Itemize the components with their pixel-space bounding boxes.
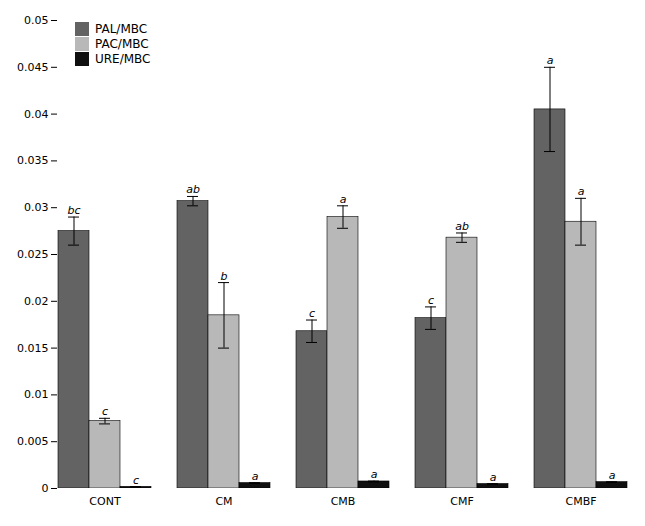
svg-text:CMF: CMF [450, 495, 474, 508]
html-text:PAC/MBC: PAC/MBC [95, 37, 149, 51]
svg-text:0.045: 0.045 [17, 61, 49, 74]
svg-text:0.05: 0.05 [24, 14, 49, 27]
svg-text:0.02: 0.02 [24, 295, 49, 308]
html-text:URE/MBC: URE/MBC [95, 52, 151, 66]
svg-text:b: b [221, 270, 228, 283]
svg-text:CMB: CMB [331, 495, 356, 508]
svg-text:bc: bc [67, 204, 80, 217]
svg-text:c: c [309, 307, 315, 320]
svg-text:a: a [547, 54, 554, 67]
svg-text:c: c [428, 294, 434, 307]
svg-text:CONT: CONT [89, 495, 121, 508]
svg-text:0.01: 0.01 [24, 388, 49, 401]
svg-text:0.035: 0.035 [17, 154, 49, 167]
svg-text:c: c [102, 405, 108, 418]
svg-text:a: a [490, 471, 497, 484]
svg-text:a: a [371, 468, 378, 481]
svg-text:a: a [252, 470, 259, 483]
html-text:PAL/MBC: PAL/MBC [95, 22, 148, 36]
svg-text:0.025: 0.025 [17, 248, 49, 261]
svg-text:0.015: 0.015 [17, 342, 49, 355]
svg-text:a: a [340, 193, 347, 206]
svg-text:0.005: 0.005 [17, 435, 49, 448]
svg-text:ab: ab [455, 220, 469, 233]
svg-text:a: a [578, 185, 585, 198]
svg-text:ab: ab [186, 183, 200, 196]
svg-text:a: a [609, 469, 616, 482]
svg-text:CM: CM [215, 495, 232, 508]
svg-text:0.03: 0.03 [24, 201, 49, 214]
svg-text:c: c [133, 474, 139, 487]
svg-text:0.04: 0.04 [24, 108, 49, 121]
svg-text:CMBF: CMBF [565, 495, 596, 508]
svg-text:0: 0 [42, 482, 49, 495]
